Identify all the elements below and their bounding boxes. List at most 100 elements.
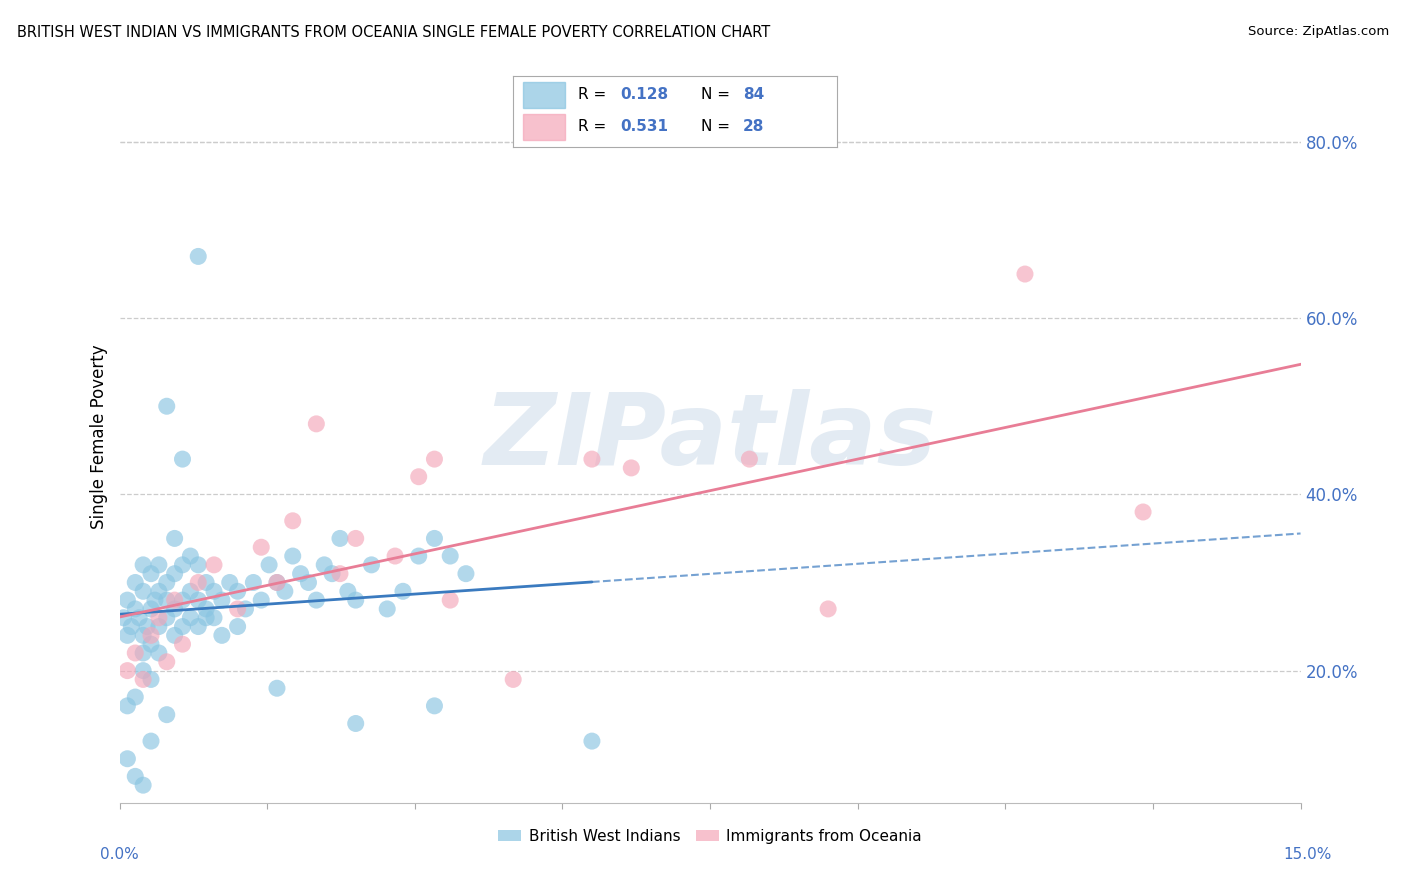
Point [139, 602, 162, 616]
Point [124, 646, 146, 660]
Point [195, 575, 218, 590]
Point [250, 593, 273, 607]
Point [202, 611, 225, 625]
Point [124, 690, 146, 704]
Point [581, 734, 603, 748]
Point [321, 566, 343, 581]
Point [392, 584, 415, 599]
Point [132, 646, 155, 660]
Point [266, 575, 288, 590]
Point [817, 602, 839, 616]
Point [211, 628, 233, 642]
Point [172, 593, 194, 607]
Point [124, 575, 146, 590]
Point [281, 549, 304, 563]
Point [117, 752, 139, 766]
Point [136, 619, 159, 633]
Point [202, 584, 225, 599]
Point [132, 584, 155, 599]
Point [266, 681, 288, 696]
Point [156, 611, 179, 625]
Point [117, 698, 139, 713]
Point [202, 558, 225, 572]
Point [148, 558, 170, 572]
Point [143, 593, 166, 607]
Point [439, 549, 461, 563]
Legend: British West Indians, Immigrants from Oceania: British West Indians, Immigrants from Oc… [492, 822, 928, 850]
Point [156, 655, 179, 669]
Point [172, 637, 194, 651]
Point [454, 566, 477, 581]
Point [139, 734, 162, 748]
Point [314, 558, 336, 572]
Text: 28: 28 [742, 120, 765, 135]
Point [408, 549, 430, 563]
Point [156, 707, 179, 722]
Point [423, 698, 446, 713]
Point [117, 664, 139, 678]
Point [329, 566, 352, 581]
Text: R =: R = [578, 87, 612, 103]
Point [179, 549, 201, 563]
Point [187, 593, 209, 607]
Point [139, 637, 162, 651]
Point [502, 673, 524, 687]
Point [139, 566, 162, 581]
Point [187, 558, 209, 572]
Text: Source: ZipAtlas.com: Source: ZipAtlas.com [1249, 25, 1389, 38]
Point [1014, 267, 1036, 281]
Point [128, 611, 150, 625]
Point [163, 593, 186, 607]
Point [384, 549, 406, 563]
Text: 0.128: 0.128 [620, 87, 668, 103]
Point [112, 611, 135, 625]
Point [290, 566, 312, 581]
Text: BRITISH WEST INDIAN VS IMMIGRANTS FROM OCEANIA SINGLE FEMALE POVERTY CORRELATION: BRITISH WEST INDIAN VS IMMIGRANTS FROM O… [17, 25, 770, 40]
Point [156, 575, 179, 590]
Point [211, 593, 233, 607]
Point [120, 619, 142, 633]
Point [305, 417, 328, 431]
Point [344, 532, 367, 546]
Point [139, 673, 162, 687]
Point [172, 619, 194, 633]
Text: R =: R = [578, 120, 612, 135]
Point [344, 716, 367, 731]
Point [117, 628, 139, 642]
Point [620, 461, 643, 475]
Point [172, 452, 194, 467]
Point [163, 628, 186, 642]
Point [423, 532, 446, 546]
Point [172, 558, 194, 572]
Point [235, 602, 257, 616]
Point [344, 593, 367, 607]
Text: 15.0%: 15.0% [1284, 847, 1331, 862]
Point [360, 558, 382, 572]
Point [132, 558, 155, 572]
Point [423, 452, 446, 467]
Point [179, 611, 201, 625]
Point [226, 602, 249, 616]
Point [195, 611, 218, 625]
Text: N =: N = [700, 120, 734, 135]
Point [163, 566, 186, 581]
Point [124, 602, 146, 616]
Point [132, 664, 155, 678]
Point [250, 540, 273, 554]
Point [163, 532, 186, 546]
Bar [523, 81, 565, 108]
Point [187, 249, 209, 263]
Point [581, 452, 603, 467]
Point [139, 628, 162, 642]
Point [1132, 505, 1154, 519]
Text: N =: N = [700, 87, 734, 103]
Point [156, 593, 179, 607]
Point [187, 619, 209, 633]
Point [148, 584, 170, 599]
Point [195, 602, 218, 616]
Point [266, 575, 288, 590]
Text: 0.531: 0.531 [620, 120, 668, 135]
Point [242, 575, 264, 590]
Point [439, 593, 461, 607]
Bar [523, 113, 565, 140]
